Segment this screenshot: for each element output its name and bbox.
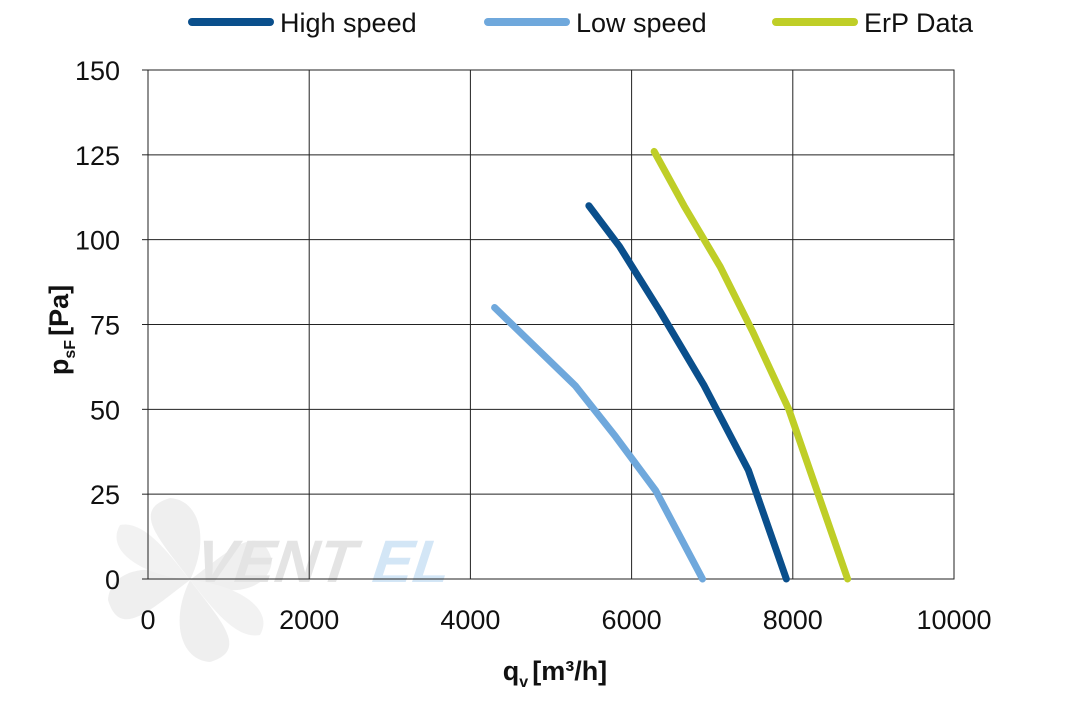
legend-label-high-speed: High speed — [280, 8, 417, 38]
legend-label-erp-data: ErP Data — [864, 8, 974, 38]
series-group — [491, 147, 852, 583]
x-tick-label: 10000 — [916, 605, 991, 635]
series-line-erp-data — [650, 147, 852, 583]
x-tick-label: 4000 — [440, 605, 500, 635]
plot-area-border — [147, 69, 955, 580]
series-line-high-speed — [585, 202, 790, 583]
fan-icon — [108, 498, 272, 662]
axes: 0 2000 4000 6000 8000 10000 0 25 50 75 100 125 150 — [75, 56, 992, 635]
y-tick-label: 75 — [90, 311, 120, 341]
legend-label-low-speed: Low speed — [576, 8, 707, 38]
grid — [147, 69, 955, 580]
y-tick-label: 0 — [105, 565, 120, 595]
y-axis-label: psF[Pa] — [44, 285, 79, 375]
y-tick-label: 100 — [75, 226, 120, 256]
y-tick-label: 125 — [75, 141, 120, 171]
y-tick-label: 50 — [90, 395, 120, 425]
watermark-logo: VENT EL — [108, 498, 462, 662]
legend: High speed Low speed ErP Data — [188, 8, 974, 38]
x-tick-label: 2000 — [279, 605, 339, 635]
y-tick-label: 25 — [90, 480, 120, 510]
brand-wordmark: VENT EL — [186, 528, 463, 595]
svg-text:EL: EL — [364, 528, 463, 595]
svg-text:VENT: VENT — [186, 528, 368, 595]
x-tick-label: 0 — [140, 605, 155, 635]
x-axis-label: qv [m³/h] — [503, 656, 607, 691]
x-tick-label: 6000 — [602, 605, 662, 635]
y-tick-label: 150 — [75, 56, 120, 86]
series-line-low-speed — [491, 304, 707, 583]
x-tick-label: 8000 — [763, 605, 823, 635]
